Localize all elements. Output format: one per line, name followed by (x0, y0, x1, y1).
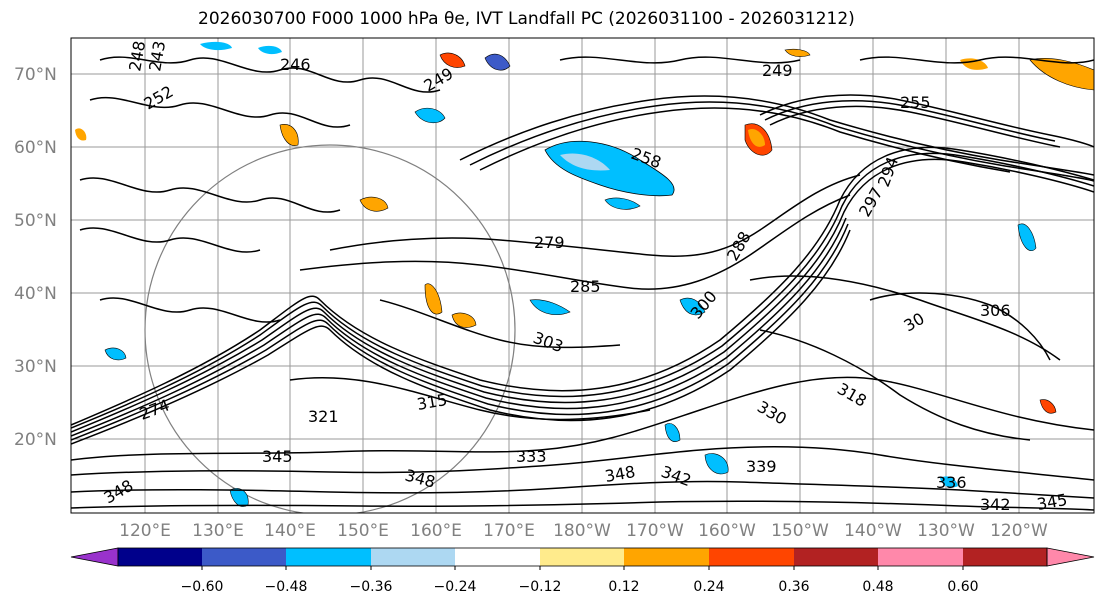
lon-label: 170°W (626, 521, 684, 541)
colorbar-tick-label: 0.48 (862, 579, 893, 595)
colorbar-segment (540, 548, 624, 566)
colorbar-tick-labels: −0.60 −0.48 −0.36 −0.24 −0.12 0.12 0.24 … (181, 579, 979, 595)
longitude-labels: 120°E 130°E 140°E 150°E 160°E 170°E 180°… (119, 521, 1048, 541)
map-title: 2026030700 F000 1000 hPa θe, IVT Landfal… (198, 9, 855, 29)
lon-label: 130°W (917, 521, 975, 541)
lon-label: 120°W (990, 521, 1048, 541)
latitude-labels: 70°N 60°N 50°N 40°N 30°N 20°N (14, 65, 57, 450)
colorbar (70, 547, 1095, 570)
colorbar-segment (286, 548, 371, 566)
contour-label: 279 (534, 233, 565, 252)
lat-label: 20°N (14, 430, 57, 450)
colorbar-tick-label: −0.60 (181, 579, 224, 595)
contour-label: 339 (746, 457, 777, 476)
lat-label: 70°N (14, 65, 57, 85)
colorbar-tick-label: 0.36 (778, 579, 809, 595)
lon-label: 180°W (553, 521, 611, 541)
colorbar-tick-label: 0.24 (693, 579, 724, 595)
lon-label: 170°E (483, 521, 535, 541)
contour-label: 342 (980, 495, 1011, 514)
contour-label: 306 (980, 301, 1011, 320)
lat-label: 60°N (14, 138, 57, 158)
colorbar-segment (709, 548, 794, 566)
map-panel: 248 243 252 246 249 249 255 258 279 285 … (70, 37, 1095, 514)
lon-label: 140°W (844, 521, 902, 541)
lon-label: 130°E (192, 521, 244, 541)
lon-label: 160°E (410, 521, 462, 541)
colorbar-segment (878, 548, 963, 566)
lon-label: 150°E (337, 521, 389, 541)
colorbar-extend-high (1046, 547, 1095, 567)
landfall-region-circle (144, 144, 516, 513)
lat-label: 50°N (14, 211, 57, 231)
colorbar-tick-label: −0.36 (350, 579, 393, 595)
contour-label: 321 (308, 407, 339, 426)
colorbar-tick-label: −0.24 (434, 579, 477, 595)
colorbar-segment (202, 548, 286, 566)
lon-label: 140°E (264, 521, 316, 541)
contour-label: 333 (516, 447, 547, 466)
contour-label: 255 (900, 93, 931, 112)
theta-e-contours (71, 56, 1094, 511)
map-frame (70, 37, 1095, 514)
colorbar-tick-label: 0.60 (947, 579, 978, 595)
colorbar-segment (794, 548, 878, 566)
lon-label: 160°W (698, 521, 756, 541)
colorbar-frame (117, 547, 1048, 567)
contour-label: 336 (936, 473, 967, 492)
colorbar-segment (963, 548, 1047, 566)
colorbar-tick-label: −0.48 (265, 579, 308, 595)
colorbar-segment (455, 548, 540, 566)
colorbar-segment (371, 548, 455, 566)
lat-label: 40°N (14, 284, 57, 304)
graticule (71, 38, 1094, 513)
lon-label: 150°W (771, 521, 829, 541)
contour-label: 246 (280, 55, 311, 74)
colorbar-extend-low (70, 547, 119, 567)
colorbar-segment (624, 548, 709, 566)
contour-label: 345 (262, 447, 293, 466)
contour-label: 285 (570, 277, 601, 296)
colorbar-tick-label: 0.12 (608, 579, 639, 595)
lat-label: 30°N (14, 357, 57, 377)
colorbar-tick-label: −0.12 (519, 579, 562, 595)
lon-label: 120°E (119, 521, 171, 541)
contour-label: 249 (762, 61, 793, 80)
colorbar-segment (118, 548, 202, 566)
anomaly-shading (75, 41, 1094, 507)
